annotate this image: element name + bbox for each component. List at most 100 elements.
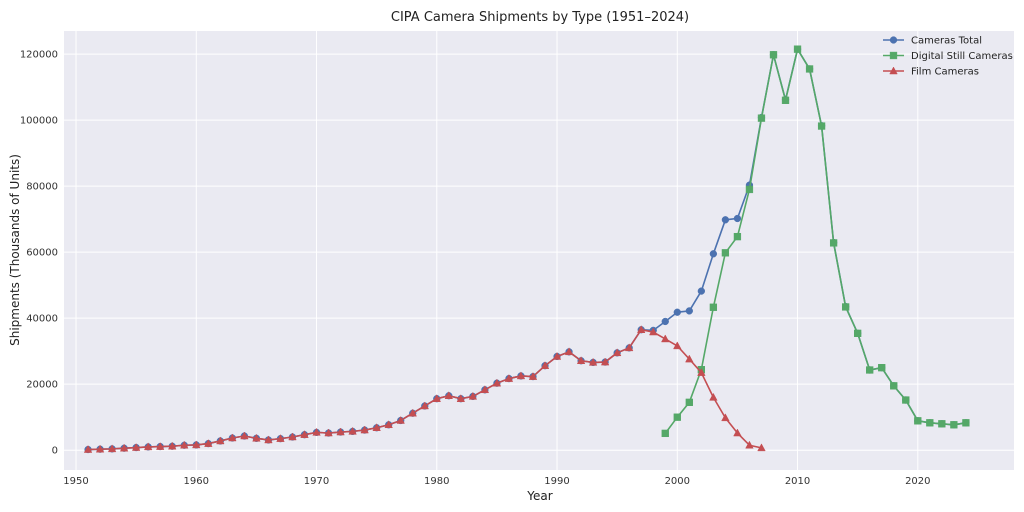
data-point xyxy=(781,96,790,104)
data-point xyxy=(950,421,958,429)
legend-item: Cameras Total xyxy=(883,36,982,47)
data-point xyxy=(914,417,922,425)
x-tick-label: 2000 xyxy=(665,476,690,487)
x-tick-labels: 1950 1960 1970 1980 1990 2000 2010 2020 xyxy=(63,476,930,487)
data-point xyxy=(468,391,478,400)
data-point xyxy=(348,426,357,435)
data-point xyxy=(805,65,814,73)
data-point xyxy=(745,185,754,194)
data-point xyxy=(552,351,562,360)
plot-background xyxy=(64,31,1014,470)
data-point xyxy=(83,445,93,453)
data-point xyxy=(528,372,538,380)
legend-marker xyxy=(889,66,898,75)
data-point xyxy=(288,432,297,441)
data-point xyxy=(492,378,502,387)
data-point xyxy=(576,356,586,364)
data-point xyxy=(95,444,105,453)
data-point xyxy=(131,443,141,451)
x-tick-label: 1960 xyxy=(184,476,209,487)
data-point xyxy=(456,394,466,402)
y-tick-label: 60000 xyxy=(26,248,58,259)
data-point xyxy=(709,392,718,401)
data-point xyxy=(890,382,898,390)
data-point xyxy=(697,368,706,376)
data-point xyxy=(192,440,201,449)
x-tick-label: 2020 xyxy=(905,476,930,487)
data-point xyxy=(420,401,429,410)
y-tick-label: 0 xyxy=(52,446,58,457)
data-point xyxy=(709,303,718,311)
data-point xyxy=(685,307,693,315)
data-point xyxy=(733,214,742,223)
x-tick-label: 1990 xyxy=(544,476,569,487)
series-digital-still-cameras xyxy=(661,45,970,438)
x-tick-label: 1970 xyxy=(304,476,329,487)
data-point xyxy=(408,408,417,417)
legend-marker xyxy=(889,51,898,60)
data-point xyxy=(878,364,886,372)
y-tick-label: 20000 xyxy=(26,380,58,391)
data-point xyxy=(854,329,862,337)
data-point xyxy=(673,341,682,350)
data-point xyxy=(661,334,670,343)
data-point xyxy=(612,348,622,357)
series-layer xyxy=(83,45,970,454)
data-point xyxy=(709,250,718,258)
chart-title: CIPA Camera Shipments by Type (1951–2024… xyxy=(391,10,689,25)
legend-label: Digital Still Cameras xyxy=(911,51,1013,62)
data-point xyxy=(168,441,177,450)
legend: Cameras Total Digital Still Cameras Film C… xyxy=(883,36,1013,78)
data-point xyxy=(685,354,694,363)
data-point xyxy=(432,394,442,402)
x-tick-label: 1980 xyxy=(424,476,449,487)
data-point xyxy=(793,45,802,53)
data-point xyxy=(733,428,742,437)
data-point xyxy=(673,413,681,421)
data-point xyxy=(312,427,321,436)
data-point xyxy=(264,435,273,444)
data-point xyxy=(480,385,490,394)
data-point xyxy=(180,440,189,449)
data-point xyxy=(938,420,946,428)
data-point xyxy=(721,249,730,257)
x-tick-label: 2010 xyxy=(785,476,810,487)
data-point xyxy=(661,317,669,326)
y-tick-label: 80000 xyxy=(26,182,58,193)
data-point xyxy=(926,419,934,427)
data-point xyxy=(204,439,213,447)
data-point xyxy=(107,444,117,453)
data-point xyxy=(962,419,970,427)
data-point xyxy=(829,239,838,247)
data-point xyxy=(721,216,730,224)
data-point xyxy=(396,415,405,424)
y-tick-label: 40000 xyxy=(26,314,58,325)
data-point xyxy=(841,303,850,311)
data-point xyxy=(757,443,766,452)
data-point xyxy=(240,431,249,440)
data-point xyxy=(588,357,598,366)
data-point xyxy=(721,413,730,422)
data-point xyxy=(143,442,153,451)
data-point xyxy=(817,122,826,130)
data-point xyxy=(540,361,550,369)
data-point xyxy=(902,396,910,404)
legend-label: Cameras Total xyxy=(911,36,982,47)
data-point xyxy=(866,366,874,374)
y-tick-labels: 0 20000 40000 60000 80000 100000 120000 xyxy=(20,50,58,457)
data-point xyxy=(155,442,165,450)
data-point xyxy=(444,391,454,399)
x-axis-title: Year xyxy=(526,489,552,503)
legend-marker xyxy=(889,36,898,44)
data-point xyxy=(119,443,129,452)
data-point xyxy=(745,440,754,449)
x-tick-label: 1950 xyxy=(63,476,88,487)
data-point xyxy=(516,371,526,380)
y-tick-label: 120000 xyxy=(20,50,58,61)
data-point xyxy=(769,51,778,59)
data-point xyxy=(661,429,669,438)
data-point xyxy=(733,232,742,241)
data-point xyxy=(276,434,285,442)
